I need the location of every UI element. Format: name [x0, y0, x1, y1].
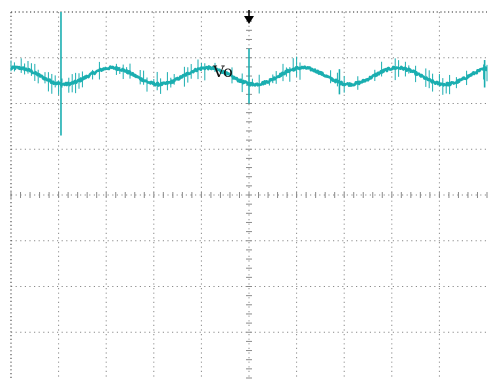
trigger-marker-group: [244, 10, 254, 24]
series-label-vo: Vo: [212, 62, 233, 81]
graticule: [10, 11, 488, 379]
trace-group: [9, 12, 488, 136]
arrow-down-icon: [244, 16, 254, 24]
